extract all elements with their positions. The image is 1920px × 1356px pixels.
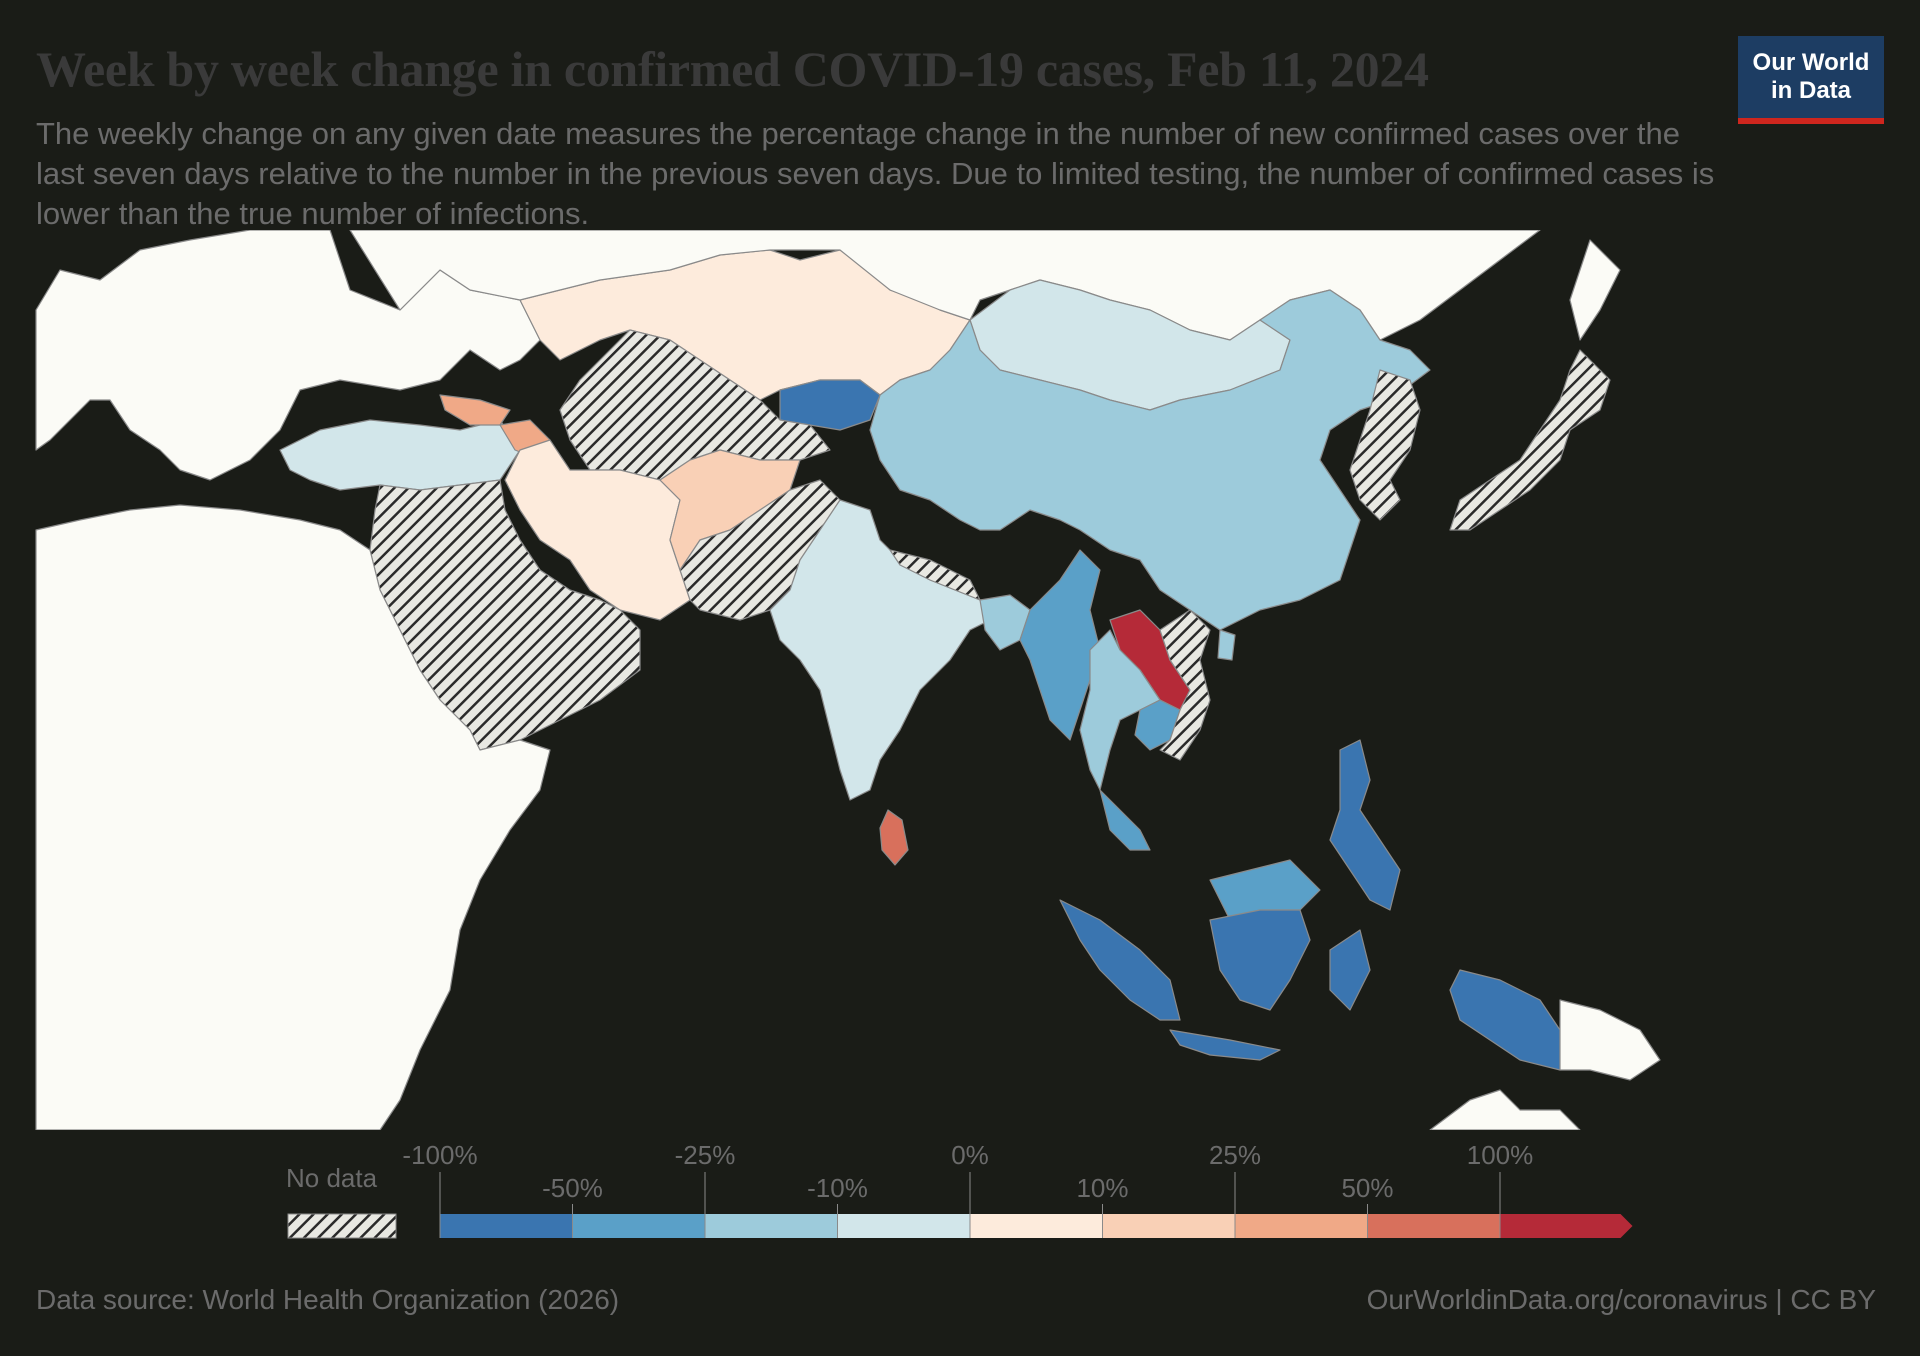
region-australia[interactable] [1429,1089,1581,1131]
region-hokkaido[interactable] [1569,239,1621,341]
chart-subtitle: The weekly change on any given date meas… [36,116,1715,231]
legend-tick-label: -10% [807,1173,868,1203]
legend-tick-label: 10% [1076,1173,1128,1203]
legend-bin[interactable] [837,1214,971,1238]
region-sri-lanka[interactable] [879,809,909,866]
region-taiwan[interactable] [1217,629,1236,661]
legend-no-data-swatch [287,1213,397,1239]
region-africa[interactable] [35,504,551,1131]
legend-bin[interactable] [572,1214,706,1238]
source-link[interactable]: OurWorldinData.org/coronavirus | CC BY [1366,1284,1876,1315]
legend-bin[interactable] [970,1214,1103,1238]
region-china[interactable] [869,289,1431,631]
legend-tick-label: 50% [1341,1173,1393,1203]
chart-title: Week by week change in confirmed COVID-1… [36,41,1429,97]
region-papua-new-guinea[interactable] [1559,999,1661,1081]
map-legend: No data -100% -25% 0% 25% 100% -50% -10% 10% 50% [0,1130,1920,1250]
legend-tick-label: -25% [675,1140,736,1170]
legend-bin[interactable] [1367,1214,1501,1238]
legend-tick-label: 25% [1209,1140,1261,1170]
region-myanmar[interactable] [1019,549,1101,741]
legend-tick-label: -100% [402,1140,477,1170]
legend-no-data-label: No data [286,1163,378,1193]
legend-tick-label: -50% [542,1173,603,1203]
region-malaysia[interactable] [1099,789,1321,921]
region-japan[interactable] [1449,349,1611,531]
data-source: Data source: World Health Organization (… [36,1284,620,1315]
legend-tick-label: 100% [1467,1140,1534,1170]
owid-logo[interactable]: Our World in Data [1738,36,1884,124]
legend-tick-label: 0% [951,1140,989,1170]
legend-svg: No data -100% -25% 0% 25% 100% -50% -10% 10% 50% [286,1140,1633,1239]
legend-bin[interactable] [705,1214,838,1238]
region-korea[interactable] [1349,369,1421,521]
region-philippines[interactable] [1329,739,1401,911]
region-europe[interactable] [35,229,541,481]
region-thailand[interactable] [1079,629,1161,791]
legend-bin[interactable] [1500,1214,1633,1238]
legend-bin[interactable] [440,1214,573,1238]
legend-bin[interactable] [1102,1214,1236,1238]
region-georgia[interactable] [439,394,511,426]
region-indonesia[interactable] [1059,899,1561,1071]
legend-bin[interactable] [1235,1214,1368,1238]
choropleth-map[interactable] [0,229,1920,1131]
logo-line-2: in Data [1770,77,1851,104]
region-turkey[interactable] [279,419,521,491]
region-india[interactable] [769,499,1001,801]
region-vietnam[interactable] [1159,609,1211,761]
map-svg [35,229,1661,1131]
logo-line-1: Our World [1752,49,1870,76]
